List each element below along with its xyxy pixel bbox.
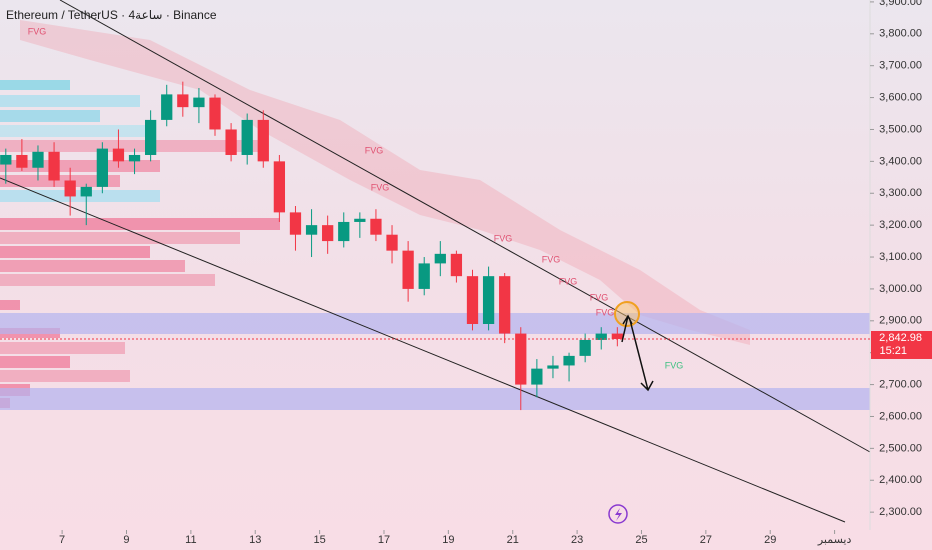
candle-body [515, 333, 527, 385]
lightning-icon[interactable] [608, 504, 628, 524]
lightning-icon [615, 508, 622, 521]
candle-body [161, 94, 173, 120]
trend-line [59, 0, 871, 453]
arrow [629, 319, 654, 392]
zone [0, 313, 870, 334]
candle-body [145, 119, 157, 155]
candle-body [193, 97, 205, 108]
candle-body [611, 333, 623, 339]
x-tick-label: 7 [59, 534, 65, 546]
x-tick-label: 21 [507, 534, 519, 546]
y-tick-label: 3,600.00 [879, 91, 922, 103]
y-tick-label: 3,400.00 [879, 155, 922, 167]
candle-body [563, 355, 575, 366]
candle-body [450, 253, 463, 277]
candle-body [241, 119, 253, 155]
candle-body [257, 119, 269, 162]
candle-body [531, 368, 543, 385]
x-tick-label: 27 [700, 534, 712, 546]
x-tick-label: 19 [442, 534, 454, 546]
y-tick-label: 2,300.00 [879, 506, 922, 518]
y-tick-label: 3,200.00 [879, 219, 922, 231]
candle-body [370, 218, 382, 235]
candle-body [402, 250, 414, 289]
x-tick-label: 9 [123, 534, 129, 546]
annotation: FVG [542, 254, 561, 264]
candle-body [128, 154, 141, 162]
y-tick-label: 3,300.00 [879, 187, 922, 199]
candle-body [595, 333, 607, 340]
annotation: FVG [28, 26, 47, 36]
candle-body [96, 148, 108, 187]
y-tick-label: 3,100.00 [879, 251, 922, 263]
y-tick-label: 3,800.00 [879, 28, 922, 40]
y-tick-label: 2,900.00 [879, 315, 922, 327]
candle-body [273, 161, 286, 213]
x-tick-label: 17 [378, 534, 390, 546]
x-tick-label: ديسمبر [817, 534, 852, 546]
y-tick-label: 2,500.00 [879, 442, 922, 454]
last-price-label: 2,842.98 [879, 332, 922, 344]
candle-body [386, 234, 398, 251]
candle-body [177, 94, 189, 108]
x-tick-label: 13 [249, 534, 261, 546]
candle-body [209, 97, 221, 130]
candle-body [482, 276, 495, 324]
annotation: FVG [365, 145, 384, 155]
candle-body [354, 218, 366, 222]
candle-body [579, 339, 591, 356]
candle-body [418, 263, 430, 289]
x-tick-label: 25 [635, 534, 647, 546]
annotation: FVG [371, 182, 390, 192]
x-tick-label: 15 [313, 534, 325, 546]
marks [0, 81, 623, 411]
annotation: FVG [494, 233, 513, 243]
annotation: FVG [596, 307, 615, 317]
candle-body [499, 276, 511, 334]
candle-body [466, 276, 479, 324]
y-tick-label: 2,600.00 [879, 410, 922, 422]
y-tick-label: 3,000.00 [879, 283, 922, 295]
x-tick-label: 23 [571, 534, 583, 546]
annotation: FVG [665, 360, 684, 370]
annotation: FVG [590, 292, 609, 302]
candle-body [289, 212, 302, 235]
last-price-box [871, 330, 932, 359]
highlight-circle [614, 301, 640, 327]
annotation: FVG [559, 276, 578, 286]
candle-body [48, 151, 60, 181]
chart-title: Ethereum / TetherUS · 4ساعة · Binance [6, 8, 217, 22]
candle-body [112, 148, 125, 162]
candle-body [305, 225, 318, 235]
candle-body [0, 154, 12, 165]
candle-body [434, 253, 446, 264]
x-tick-label: 29 [764, 534, 776, 546]
candle-body [16, 154, 28, 168]
candle-body [322, 225, 334, 242]
candle-body [64, 180, 76, 197]
y-tick-label: 3,500.00 [879, 123, 922, 135]
y-tick-label: 3,700.00 [879, 60, 922, 72]
candle-body [225, 129, 237, 155]
x-tick-label: 11 [185, 534, 196, 546]
candle-body [547, 365, 559, 369]
y-tick-label: 2,400.00 [879, 474, 922, 486]
trend-line [0, 177, 846, 523]
y-tick-label: 2,700.00 [879, 378, 922, 390]
countdown: 15:21 [879, 345, 907, 357]
candle-body [338, 221, 350, 242]
candle-body [32, 151, 44, 168]
cloud [20, 20, 750, 345]
candle-body [80, 186, 92, 197]
y-tick-label: 3,900.00 [879, 0, 922, 8]
zone [0, 388, 870, 410]
